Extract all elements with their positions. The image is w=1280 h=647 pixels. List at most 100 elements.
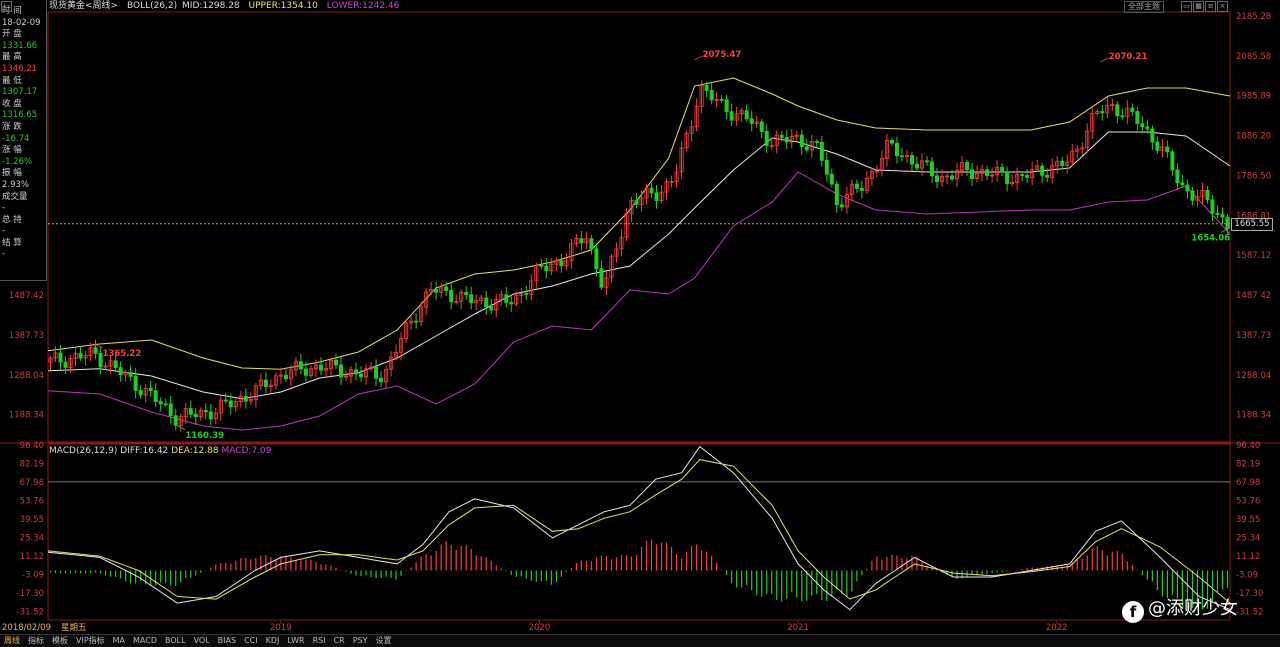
annotation-leader — [177, 425, 186, 431]
boll-lower: LOWER:1242.46 — [326, 1, 400, 11]
candle-body — [419, 306, 424, 323]
candle-body — [108, 360, 113, 367]
candle-body — [724, 99, 729, 113]
candle-body — [1175, 169, 1180, 184]
candle-body — [384, 368, 389, 383]
candle-body — [589, 238, 594, 250]
candle-body — [198, 410, 203, 418]
instrument-title[interactable]: 现货黄金<周线> — [49, 1, 119, 11]
candle-body — [283, 374, 288, 380]
candle-body — [1045, 174, 1050, 178]
candle-body — [148, 387, 153, 392]
collapse-icon[interactable]: ⊢ — [1, 1, 12, 12]
macd-ytick-right: 25.34 — [1236, 533, 1260, 543]
info-value: 1307.17 — [2, 87, 38, 98]
close-icon[interactable]: × — [1217, 1, 1228, 12]
tab-11[interactable]: LWR — [287, 636, 305, 645]
candle-body — [864, 177, 869, 191]
annotation-label: 2070.21 — [1109, 52, 1148, 62]
candle-body — [1030, 168, 1035, 178]
candle-body — [123, 372, 128, 376]
candle-body — [128, 372, 133, 377]
candle-body — [774, 134, 779, 146]
candle-body — [1085, 130, 1090, 149]
candle-body — [924, 160, 929, 163]
candle-body — [213, 412, 218, 420]
annotation-leader — [1100, 57, 1109, 63]
candle-body — [469, 294, 474, 304]
tab-7[interactable]: VOL — [193, 636, 210, 645]
price-ytick-left: 1487.42 — [9, 291, 44, 301]
candle-body — [1055, 160, 1060, 167]
candle-body — [449, 290, 454, 303]
candle-body — [604, 277, 609, 288]
grid-icon[interactable]: ▦ — [1193, 1, 1204, 12]
info-value: 1316.65 — [2, 110, 38, 121]
candle-body — [78, 353, 83, 359]
candle-body — [869, 170, 874, 179]
macd-ytick-left: 25.34 — [20, 533, 44, 543]
tab-13[interactable]: CR — [333, 636, 345, 645]
candle-body — [464, 291, 469, 296]
candle-body — [158, 401, 163, 405]
tab-9[interactable]: CCI — [244, 636, 258, 645]
tab-0[interactable]: 周线 — [4, 636, 20, 645]
candle-body — [1000, 166, 1005, 173]
settings-icon[interactable]: ≡ — [1205, 1, 1216, 12]
candle-body — [744, 110, 749, 120]
candle-body — [374, 366, 379, 379]
candle-body — [940, 175, 945, 183]
candle-body — [509, 301, 514, 305]
candle-body — [103, 365, 108, 368]
candle-body — [308, 368, 313, 376]
tab-3[interactable]: VIP指标 — [76, 636, 105, 645]
macd-ytick-left: 67.98 — [20, 478, 44, 488]
tab-6[interactable]: BOLL — [165, 636, 186, 645]
candle-body — [118, 367, 123, 376]
annotation-label: 1654.06 — [1191, 233, 1230, 243]
tab-14[interactable]: PSY — [352, 636, 368, 645]
candle-body — [899, 155, 904, 158]
candle-body — [88, 347, 93, 356]
boll-lower-line — [47, 171, 1231, 431]
info-value: - — [2, 203, 6, 214]
candle-body — [243, 396, 248, 402]
tab-2[interactable]: 模板 — [52, 636, 68, 645]
candle-body — [1065, 161, 1070, 167]
candle-body — [849, 183, 854, 195]
info-value: 1331.66 — [2, 40, 38, 51]
price-ytick-right: 1587.12 — [1236, 251, 1271, 261]
macd-value: MACD:7.09 — [221, 446, 272, 456]
candle-body — [459, 291, 464, 302]
tab-4[interactable]: MA — [112, 636, 126, 645]
tab-5[interactable]: MACD — [133, 636, 158, 645]
candle-body — [524, 293, 529, 296]
price-ytick-right: 1686.81 — [1236, 211, 1271, 221]
candle-body — [53, 352, 58, 359]
candle-body — [48, 357, 53, 363]
tab-15[interactable]: 设置 — [375, 636, 392, 645]
candle-body — [674, 171, 679, 182]
layout-icon[interactable]: ▭ — [1181, 1, 1192, 12]
candle-body — [1155, 141, 1160, 151]
annotation-label: 1160.39 — [185, 431, 224, 441]
candle-body — [499, 294, 504, 300]
price-ytick-right: 2085.58 — [1236, 52, 1271, 62]
candle-body — [394, 351, 399, 358]
candle-body — [143, 387, 148, 396]
tab-10[interactable]: KDJ — [265, 636, 280, 645]
candle-body — [809, 141, 814, 151]
candle-body — [263, 379, 268, 388]
theme-button[interactable]: 全部主题 — [1124, 1, 1164, 13]
tab-1[interactable]: 指标 — [28, 636, 44, 645]
tab-8[interactable]: BIAS — [217, 636, 237, 645]
candle-body — [654, 192, 659, 202]
candle-body — [859, 187, 864, 191]
candle-body — [1150, 128, 1155, 143]
candle-body — [193, 413, 198, 418]
candle-body — [73, 353, 78, 359]
candle-body — [629, 200, 634, 215]
candle-body — [935, 175, 940, 183]
tab-12[interactable]: RSI — [312, 636, 326, 645]
